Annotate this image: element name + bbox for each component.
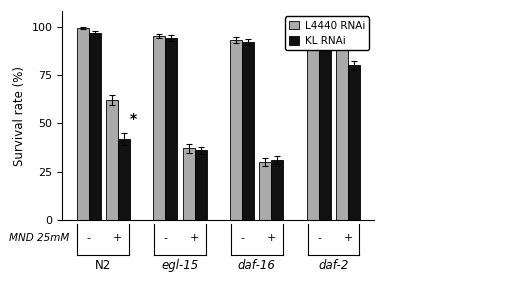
Text: *: * [130,112,137,126]
Bar [242,42,254,220]
Text: +: + [190,233,199,243]
Bar [336,32,348,220]
Legend: L4440 RNAi, KL RNAi: L4440 RNAi, KL RNAi [285,16,369,50]
Bar [183,148,194,220]
Text: +: + [267,233,276,243]
Text: egl-15: egl-15 [161,259,199,272]
Text: -: - [317,233,321,243]
Bar [153,36,165,220]
Bar [165,38,177,220]
Bar [271,160,283,220]
Text: +: + [344,233,353,243]
Bar [118,139,130,220]
Text: *: * [360,40,367,54]
Bar [307,27,319,220]
Bar [230,40,242,220]
Text: daf-2: daf-2 [318,259,349,272]
Text: -: - [240,233,244,243]
Bar [76,28,88,220]
Text: -: - [87,233,90,243]
Text: +: + [113,233,123,243]
Text: daf-16: daf-16 [238,259,276,272]
Y-axis label: Survival rate (%): Survival rate (%) [13,66,26,166]
Bar [348,65,360,220]
Text: -: - [163,233,167,243]
Text: N2: N2 [95,259,111,272]
Bar [88,32,100,220]
Bar [194,150,206,220]
Bar [106,100,118,220]
Bar [319,29,331,220]
Bar [259,162,271,220]
Text: MND 25mM: MND 25mM [9,233,70,243]
